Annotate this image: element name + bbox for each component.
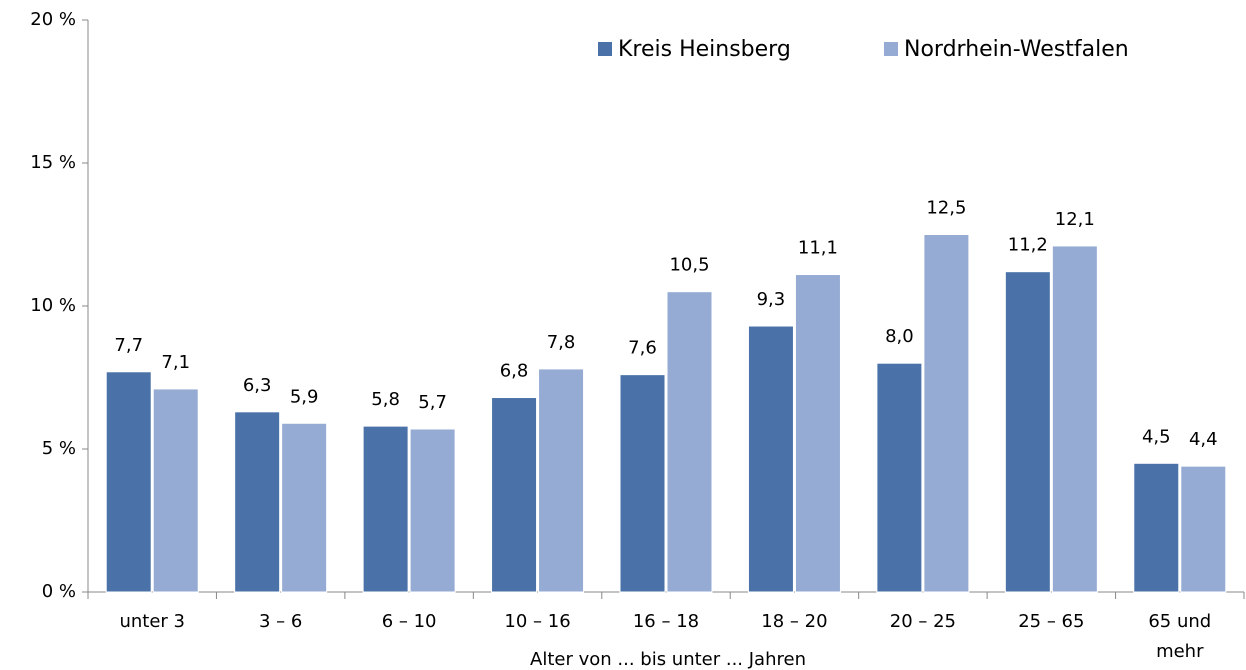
bar	[747, 325, 794, 593]
legend-swatch	[884, 42, 898, 56]
x-tick-label: 25 – 65	[1018, 611, 1084, 632]
y-tick-label: 0 %	[42, 581, 76, 602]
x-tick-label: 16 – 18	[633, 611, 699, 632]
bar	[666, 291, 713, 593]
bar	[1004, 271, 1051, 593]
data-label: 7,1	[161, 352, 190, 373]
data-label: 10,5	[669, 255, 709, 276]
x-tick-label: 18 – 20	[761, 611, 827, 632]
x-tick-label: 3 – 6	[259, 611, 302, 632]
bar	[362, 425, 409, 593]
data-label: 5,9	[290, 386, 319, 407]
x-tick-label: 65 und mehr	[1148, 611, 1211, 662]
x-tick-label: 10 – 16	[504, 611, 570, 632]
data-label: 7,6	[628, 338, 657, 359]
data-label: 5,8	[371, 389, 400, 410]
y-tick-label: 5 %	[42, 438, 76, 459]
bar	[619, 374, 666, 593]
data-label: 5,7	[418, 392, 447, 413]
bar	[1051, 245, 1098, 593]
x-tick-label: 20 – 25	[890, 611, 956, 632]
y-tick-label: 10 %	[30, 295, 76, 316]
bar	[923, 234, 970, 593]
data-label: 6,8	[500, 361, 529, 382]
data-label: 12,5	[926, 198, 966, 219]
x-tick-label: 6 – 10	[382, 611, 437, 632]
bar	[876, 362, 923, 593]
data-label: 7,8	[547, 332, 576, 353]
y-tick-label: 15 %	[30, 152, 76, 173]
data-label: 4,4	[1189, 429, 1218, 450]
data-label: 6,3	[243, 375, 272, 396]
x-tick-label: unter 3	[119, 611, 185, 632]
bar	[1180, 465, 1227, 593]
legend-label: Kreis Heinsberg	[618, 37, 791, 62]
data-label: 8,0	[885, 326, 914, 347]
legend-swatch	[598, 42, 612, 56]
data-label: 9,3	[757, 289, 786, 310]
data-label: 4,5	[1142, 426, 1171, 447]
bar	[152, 388, 199, 593]
bar	[794, 274, 841, 593]
bar	[1133, 462, 1180, 593]
bar	[409, 428, 456, 593]
legend-label: Nordrhein-Westfalen	[904, 37, 1129, 62]
bar	[538, 368, 585, 593]
bar	[491, 397, 538, 593]
x-axis-label: Alter von ... bis unter ... Jahren	[530, 649, 806, 670]
y-tick-label: 20 %	[30, 9, 76, 30]
bar	[281, 422, 328, 593]
data-label: 7,7	[114, 335, 143, 356]
data-label: 12,1	[1055, 209, 1095, 230]
data-label: 11,2	[1008, 235, 1048, 256]
data-label: 11,1	[798, 238, 838, 259]
bar	[105, 371, 152, 593]
bar	[234, 411, 281, 593]
